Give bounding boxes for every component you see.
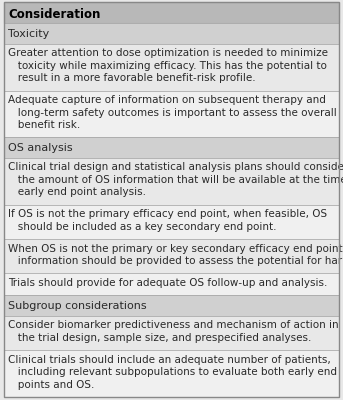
Text: Consideration: Consideration xyxy=(8,8,100,20)
Text: Trials should provide for adequate OS follow-up and analysis.: Trials should provide for adequate OS fo… xyxy=(8,278,327,288)
Bar xyxy=(4,204,339,239)
Text: When OS is not the primary or key secondary efficacy end point, OS: When OS is not the primary or key second… xyxy=(8,244,343,254)
Bar xyxy=(4,239,339,274)
Text: information should be provided to assess the potential for harm.: information should be provided to assess… xyxy=(8,256,343,266)
Text: result in a more favorable benefit-risk profile.: result in a more favorable benefit-risk … xyxy=(8,73,256,83)
Text: points and OS.: points and OS. xyxy=(8,380,94,390)
Text: If OS is not the primary efficacy end point, when feasible, OS: If OS is not the primary efficacy end po… xyxy=(8,209,327,219)
Text: Toxicity: Toxicity xyxy=(8,29,49,39)
Text: long-term safety outcomes is important to assess the overall: long-term safety outcomes is important t… xyxy=(8,108,337,118)
Text: benefit risk.: benefit risk. xyxy=(8,120,80,130)
Bar xyxy=(4,90,339,138)
Bar xyxy=(4,44,339,90)
Text: Clinical trial design and statistical analysis plans should consider: Clinical trial design and statistical an… xyxy=(8,162,343,172)
Text: the trial design, sample size, and prespecified analyses.: the trial design, sample size, and presp… xyxy=(8,333,311,343)
Bar xyxy=(4,2,339,23)
Text: toxicity while maximizing efficacy. This has the potential to: toxicity while maximizing efficacy. This… xyxy=(8,61,327,71)
Bar xyxy=(4,158,339,204)
Text: Clinical trials should include an adequate number of patients,: Clinical trials should include an adequa… xyxy=(8,355,331,365)
Text: the amount of OS information that will be available at the time of: the amount of OS information that will b… xyxy=(8,175,343,185)
Text: OS analysis: OS analysis xyxy=(8,143,73,153)
Text: Consider biomarker predictiveness and mechanism of action in: Consider biomarker predictiveness and me… xyxy=(8,320,339,330)
Text: Adequate capture of information on subsequent therapy and: Adequate capture of information on subse… xyxy=(8,95,326,105)
Text: early end point analysis.: early end point analysis. xyxy=(8,187,146,197)
Bar xyxy=(4,296,339,316)
Bar xyxy=(4,23,339,44)
Bar xyxy=(4,350,339,397)
Text: should be included as a key secondary end point.: should be included as a key secondary en… xyxy=(8,222,276,232)
Bar xyxy=(4,138,339,158)
Bar xyxy=(4,316,339,350)
Text: Greater attention to dose optimization is needed to minimize: Greater attention to dose optimization i… xyxy=(8,48,328,58)
Text: including relevant subpopulations to evaluate both early end: including relevant subpopulations to eva… xyxy=(8,367,337,377)
Bar xyxy=(4,274,339,296)
Text: Subgroup considerations: Subgroup considerations xyxy=(8,301,146,311)
